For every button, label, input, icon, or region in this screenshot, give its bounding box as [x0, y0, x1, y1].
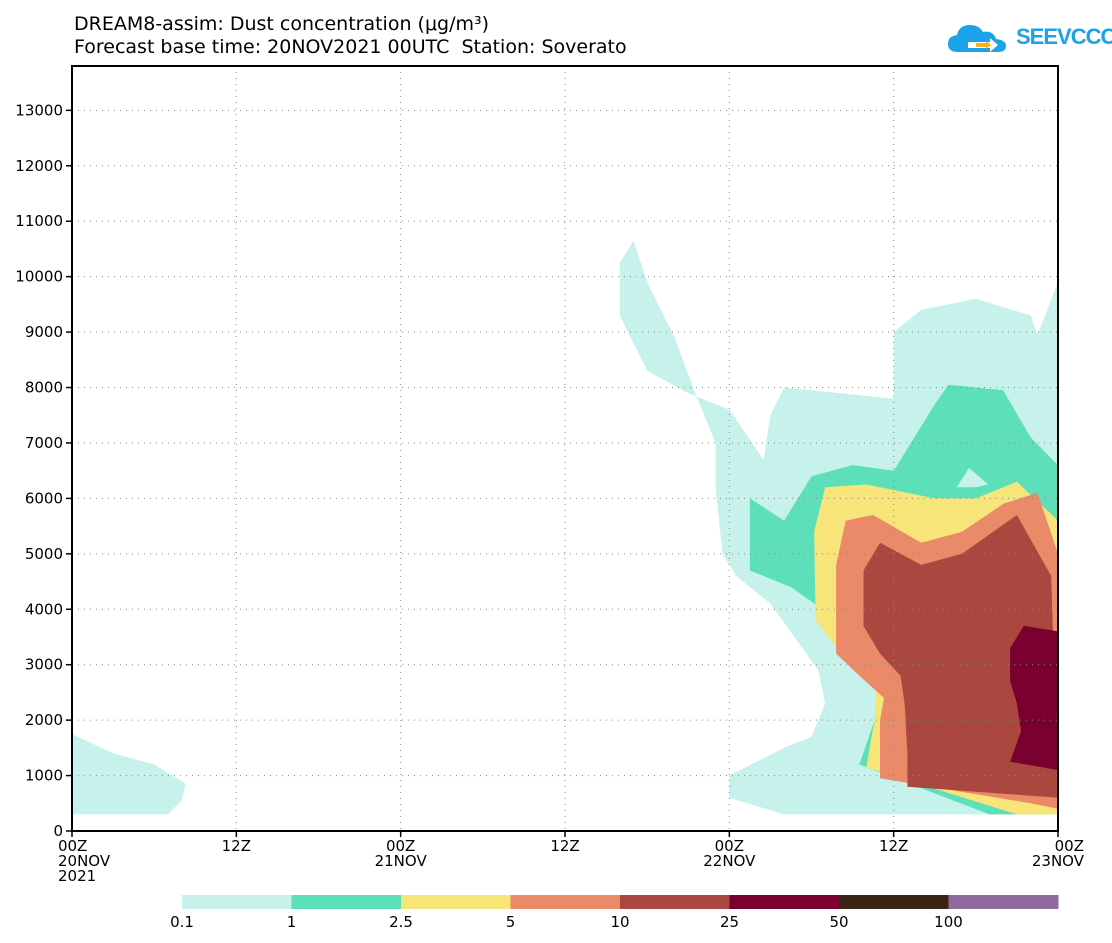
- x-tick-label: 00Z: [1055, 837, 1084, 855]
- y-tick-label: 12000: [15, 157, 63, 175]
- colorbar-swatch: [291, 895, 402, 909]
- x-tick-label: 20NOV: [58, 852, 111, 870]
- chart-subtitle: Forecast base time: 20NOV2021 00UTC Stat…: [74, 36, 627, 58]
- y-tick-label: 3000: [25, 656, 63, 674]
- contour-layer: [72, 240, 1058, 815]
- colorbar-swatch: [401, 895, 511, 909]
- y-tick-label: 0: [53, 822, 63, 840]
- x-tick-label: 12Z: [879, 837, 908, 855]
- cloud-icon: [948, 25, 1006, 52]
- x-tick-label: 23NOV: [1032, 852, 1085, 870]
- colorbar-swatch: [510, 895, 621, 909]
- contour-gap: [956, 467, 989, 488]
- colorbar-label: 100: [934, 913, 963, 931]
- x-tick-label: 2021: [58, 867, 96, 885]
- colorbar-label: 25: [720, 913, 739, 931]
- y-tick-label: 7000: [25, 434, 63, 452]
- y-tick-label: 6000: [25, 489, 63, 507]
- x-tick-label: 22NOV: [703, 852, 756, 870]
- colorbar-swatch: [182, 895, 292, 909]
- colorbar-swatch: [620, 895, 730, 909]
- colorbar-label: 0.1: [170, 913, 194, 931]
- colorbar-label: 2.5: [389, 913, 413, 931]
- y-tick-label: 9000: [25, 323, 63, 341]
- x-tick-label: 12Z: [222, 837, 251, 855]
- logo: [946, 18, 1106, 58]
- grid-layer: [72, 66, 1058, 831]
- x-tick-label: 00Z: [715, 837, 744, 855]
- y-tick-label: 11000: [15, 212, 63, 230]
- colorbar-swatch: [839, 895, 949, 909]
- logo-text: SEEVCCC: [1016, 24, 1112, 49]
- y-tick-label: 2000: [25, 711, 63, 729]
- y-tick-label: 5000: [25, 545, 63, 563]
- y-tick-label: 8000: [25, 379, 63, 397]
- y-tick-label: 1000: [25, 767, 63, 785]
- contour-10-0: [863, 515, 1058, 798]
- colorbar-swatch: [948, 895, 1059, 909]
- x-tick-label: 00Z: [386, 837, 415, 855]
- colorbar-label: 50: [829, 913, 848, 931]
- x-tick-label: 21NOV: [375, 852, 428, 870]
- contour-25-0: [1010, 625, 1058, 770]
- chart-title: DREAM8-assim: Dust concentration (μg/m³): [74, 13, 490, 35]
- x-tick-label: 00Z: [58, 837, 87, 855]
- y-tick-label: 10000: [15, 268, 63, 286]
- colorbar-label: 1: [287, 913, 297, 931]
- colorbar-label: 10: [610, 913, 629, 931]
- colorbar-label: 5: [506, 913, 516, 931]
- y-tick-label: 13000: [15, 101, 63, 119]
- colorbar-swatch: [729, 895, 840, 909]
- y-tick-label: 4000: [25, 600, 63, 618]
- colorbar: 0.1 1 2.5 5 10 25 50 100: [170, 895, 1059, 931]
- x-tick-label: 12Z: [550, 837, 579, 855]
- y-axis: 0 1000 2000 3000 4000 5000 6000 7000 8000 9000 100…: [15, 101, 72, 840]
- contour-0_1-0: [72, 734, 186, 815]
